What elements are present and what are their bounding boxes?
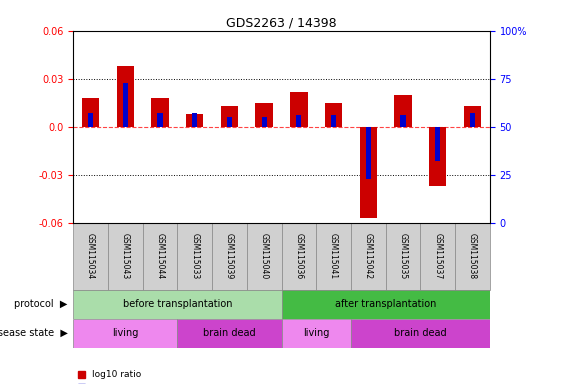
Bar [470, 113, 475, 127]
Bar [331, 115, 336, 127]
Bar [73, 223, 108, 290]
Bar [400, 115, 405, 127]
Text: protocol  ▶: protocol ▶ [14, 299, 68, 310]
Text: living: living [112, 328, 138, 338]
Bar [177, 319, 282, 348]
Bar [360, 127, 377, 218]
Bar [366, 127, 371, 179]
Bar [282, 319, 351, 348]
Text: after transplantation: after transplantation [335, 299, 436, 310]
Text: disease state  ▶: disease state ▶ [0, 328, 68, 338]
Text: brain dead: brain dead [394, 328, 446, 338]
Bar [394, 95, 412, 127]
Bar [88, 113, 93, 127]
Legend: log10 ratio, percentile rank within the sample: log10 ratio, percentile rank within the … [78, 371, 245, 384]
Text: GSM115042: GSM115042 [364, 233, 373, 280]
Bar [325, 103, 342, 127]
Text: GSM115035: GSM115035 [399, 233, 408, 280]
Text: GSM115041: GSM115041 [329, 233, 338, 280]
Bar [262, 117, 267, 127]
Bar [212, 223, 247, 290]
Text: GSM115036: GSM115036 [294, 233, 303, 280]
Bar [247, 223, 282, 290]
Text: before transplantation: before transplantation [123, 299, 232, 310]
Bar [464, 106, 481, 127]
Bar [108, 223, 142, 290]
Text: GSM115033: GSM115033 [190, 233, 199, 280]
Text: GSM115039: GSM115039 [225, 233, 234, 280]
Bar [186, 114, 203, 127]
Bar [429, 127, 446, 186]
Title: GDS2263 / 14398: GDS2263 / 14398 [226, 17, 337, 30]
Bar [221, 106, 238, 127]
Bar [117, 66, 134, 127]
Bar [290, 91, 307, 127]
Bar [282, 290, 490, 319]
Bar [351, 223, 386, 290]
Bar [282, 223, 316, 290]
Bar [151, 98, 169, 127]
Bar [386, 223, 421, 290]
Text: brain dead: brain dead [203, 328, 256, 338]
Text: GSM115037: GSM115037 [434, 233, 442, 280]
Bar [158, 113, 163, 127]
Text: GSM115038: GSM115038 [468, 233, 477, 280]
Bar [421, 223, 455, 290]
Text: GSM115044: GSM115044 [155, 233, 164, 280]
Bar [227, 117, 232, 127]
Bar [296, 115, 301, 127]
Bar [73, 319, 177, 348]
Text: GSM115034: GSM115034 [86, 233, 95, 280]
Text: GSM115043: GSM115043 [121, 233, 129, 280]
Bar [142, 223, 177, 290]
Bar [73, 290, 282, 319]
Bar [316, 223, 351, 290]
Bar [177, 223, 212, 290]
Bar [435, 127, 440, 161]
Bar [192, 113, 197, 127]
Bar [82, 98, 99, 127]
Text: GSM115040: GSM115040 [260, 233, 269, 280]
Bar [123, 83, 128, 127]
Text: living: living [303, 328, 329, 338]
Bar [256, 103, 273, 127]
Bar [455, 223, 490, 290]
Bar [351, 319, 490, 348]
